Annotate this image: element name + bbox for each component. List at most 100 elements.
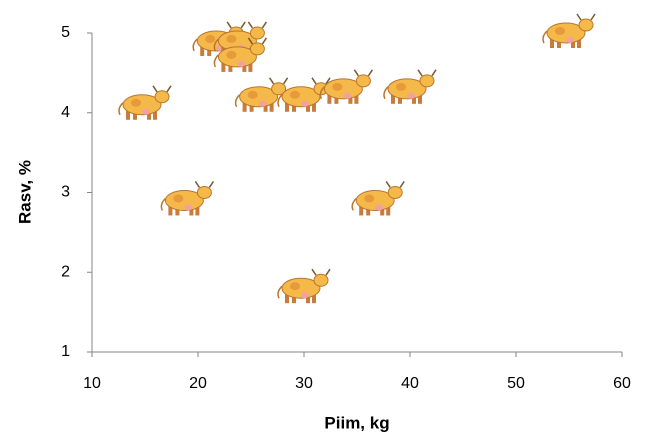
cow-part: [343, 92, 352, 99]
cow-part: [385, 181, 405, 188]
cow-part: [312, 292, 316, 304]
cow-part: [142, 108, 150, 115]
cow-part: [418, 92, 422, 104]
point: [277, 268, 331, 304]
cow-part: [226, 21, 246, 29]
cow-part: [221, 60, 226, 72]
y-axis-title: Rasv, %: [15, 160, 34, 224]
cow-part: [319, 86, 325, 100]
y-tick-label: 5: [61, 24, 70, 41]
cow-part: [237, 60, 246, 67]
point: [383, 69, 437, 104]
cow-part: [281, 277, 321, 299]
x-tick-label: 60: [613, 375, 631, 392]
cow-part: [200, 44, 205, 56]
cow-part: [213, 38, 219, 52]
cow-part: [247, 90, 258, 99]
cow-part: [249, 26, 265, 40]
cow-part: [153, 108, 157, 120]
cow-part: [546, 22, 586, 44]
cow-part: [312, 100, 316, 112]
cow-part: [566, 37, 574, 43]
y-tick-label: 2: [61, 263, 70, 280]
cow-part: [268, 77, 289, 85]
x-tick-label: 40: [401, 375, 419, 392]
point: [319, 69, 374, 104]
point: [542, 13, 596, 48]
cow-part: [195, 204, 200, 216]
cow-part: [301, 100, 309, 107]
cow-part: [154, 90, 170, 104]
point: [351, 181, 405, 216]
cow-part: [407, 92, 415, 99]
cow-part: [217, 46, 257, 68]
cow-part: [355, 189, 395, 211]
cow-part: [271, 82, 287, 96]
cow-part: [383, 86, 389, 100]
point: [234, 77, 289, 112]
cow-part: [351, 197, 357, 211]
cow-part: [285, 100, 289, 112]
cow-part: [419, 74, 435, 88]
cow-part: [168, 204, 173, 216]
cow-part: [242, 100, 247, 112]
cow-part: [290, 282, 300, 291]
cow-part: [277, 285, 283, 299]
cow-part: [578, 18, 594, 32]
cow-part: [226, 50, 237, 59]
x-tick-label: 10: [83, 375, 101, 392]
cow-part: [239, 86, 279, 108]
cow-part: [152, 85, 172, 93]
cow-part: [311, 268, 331, 276]
cow-part: [375, 204, 384, 211]
y-tick-label: 4: [61, 104, 70, 121]
cow-part: [396, 82, 406, 91]
cow-part: [160, 197, 166, 211]
point: [160, 181, 215, 216]
cow-part: [205, 34, 216, 43]
cow-part: [417, 69, 437, 77]
y-tick-label: 3: [61, 184, 70, 201]
point: [213, 37, 268, 72]
cow-part: [313, 273, 329, 287]
cow-part: [249, 42, 265, 56]
cow-part: [391, 92, 395, 104]
cow-part: [353, 69, 374, 77]
point: [118, 85, 172, 120]
cow-part: [234, 94, 241, 108]
cow-part: [387, 78, 427, 100]
cow-part: [192, 38, 198, 52]
x-tick-label: 20: [189, 375, 207, 392]
cow-part: [173, 194, 184, 203]
cow-part: [386, 204, 391, 216]
cow-part: [364, 194, 375, 203]
cow-part: [277, 94, 283, 108]
cow-part: [387, 185, 403, 199]
cow-part: [247, 37, 268, 45]
cow-part: [354, 92, 359, 104]
x-axis-title: Piim, kg: [324, 413, 389, 432]
cow-part: [311, 77, 331, 85]
cow-part: [184, 204, 193, 211]
cow-part: [301, 292, 309, 299]
cow-part: [226, 34, 237, 43]
cow-part: [131, 98, 141, 107]
cow-part: [269, 100, 274, 112]
cow-part: [550, 37, 554, 48]
cow-part: [248, 60, 253, 72]
cow-part: [555, 27, 565, 35]
x-tick-label: 50: [507, 375, 525, 392]
cow-part: [164, 189, 204, 211]
cow-part: [323, 78, 363, 100]
cow-part: [122, 94, 162, 116]
cow-part: [194, 181, 215, 188]
cow-part: [355, 74, 371, 88]
x-tick-label: 30: [295, 375, 313, 392]
cow-part: [577, 37, 581, 48]
cow-part: [332, 82, 343, 91]
cow-part: [542, 30, 548, 44]
cow-part: [290, 90, 300, 99]
cow-part: [213, 54, 219, 68]
